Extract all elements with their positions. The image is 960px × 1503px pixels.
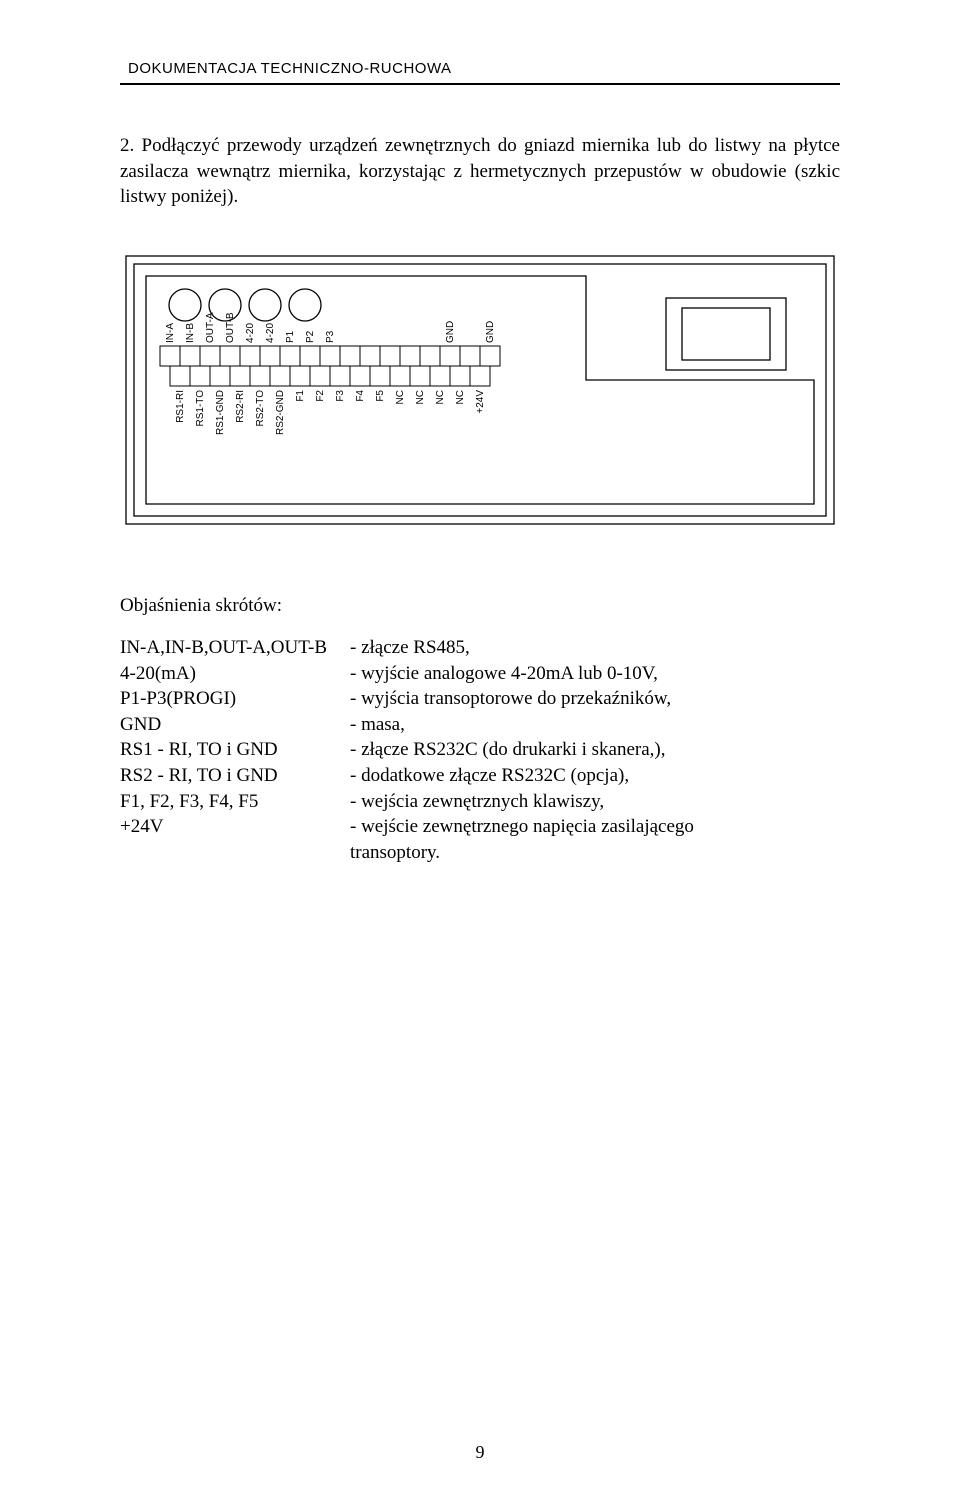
legend-row: P1-P3(PROGI)- wyjścia transoptorowe do p… bbox=[120, 686, 840, 712]
legend-key: P1-P3(PROGI) bbox=[120, 686, 350, 712]
legend-row: 4-20(mA)- wyjście analogowe 4-20mA lub 0… bbox=[120, 661, 840, 687]
svg-text:F3: F3 bbox=[335, 389, 346, 401]
svg-text:RS2-RI: RS2-RI bbox=[235, 390, 246, 423]
legend-row: RS1 - RI, TO i GND- złącze RS232C (do dr… bbox=[120, 737, 840, 763]
svg-text:RS1-RI: RS1-RI bbox=[175, 390, 186, 423]
svg-text:RS2-GND: RS2-GND bbox=[275, 390, 286, 435]
legend-key: 4-20(mA) bbox=[120, 661, 350, 687]
svg-text:+24V: +24V bbox=[475, 390, 486, 414]
legend-key: IN-A,IN-B,OUT-A,OUT-B bbox=[120, 635, 350, 661]
legend-key: GND bbox=[120, 712, 350, 738]
svg-text:F4: F4 bbox=[355, 389, 366, 401]
legend-key bbox=[120, 840, 350, 866]
legend-key: +24V bbox=[120, 814, 350, 840]
svg-text:RS2-TO: RS2-TO bbox=[255, 390, 266, 427]
svg-text:NC: NC bbox=[455, 390, 466, 404]
legend-row: +24V- wejście zewnętrznego napięcia zasi… bbox=[120, 814, 840, 840]
terminal-strip-diagram: IN-A IN-B OUT-A OUT-B 4-20 4-20 P1 P2 P3 GND GND RS… bbox=[120, 250, 840, 530]
legend-value: - wejścia zewnętrznych klawiszy, bbox=[350, 789, 840, 815]
svg-text:OUT-A: OUT-A bbox=[205, 312, 216, 343]
svg-text:RS1-GND: RS1-GND bbox=[215, 390, 226, 435]
svg-text:IN-B: IN-B bbox=[185, 323, 196, 343]
svg-text:RS1-TO: RS1-TO bbox=[195, 390, 206, 427]
legend-key: F1, F2, F3, F4, F5 bbox=[120, 789, 350, 815]
legend-value: - wejście zewnętrznego napięcia zasilają… bbox=[350, 814, 840, 840]
svg-text:OUT-B: OUT-B bbox=[225, 312, 236, 343]
svg-text:F1: F1 bbox=[295, 389, 306, 401]
legend-value: - złącze RS232C (do drukarki i skanera,)… bbox=[350, 737, 840, 763]
svg-text:P3: P3 bbox=[325, 330, 336, 343]
legend-value: - wyjścia transoptorowe do przekaźników, bbox=[350, 686, 840, 712]
svg-text:F5: F5 bbox=[375, 389, 386, 401]
svg-text:P1: P1 bbox=[285, 330, 296, 343]
header-rule bbox=[120, 83, 840, 85]
doc-header: DOKUMENTACJA TECHNICZNO-RUCHOWA bbox=[128, 60, 840, 77]
svg-text:4-20: 4-20 bbox=[245, 322, 256, 342]
legend-value: transoptory. bbox=[350, 840, 840, 866]
legend-row: F1, F2, F3, F4, F5- wejścia zewnętrznych… bbox=[120, 789, 840, 815]
svg-text:GND: GND bbox=[485, 321, 496, 343]
legend-value: - masa, bbox=[350, 712, 840, 738]
svg-text:NC: NC bbox=[435, 390, 446, 404]
legend-key: RS1 - RI, TO i GND bbox=[120, 737, 350, 763]
legend-table: IN-A,IN-B,OUT-A,OUT-B- złącze RS485,4-20… bbox=[120, 635, 840, 866]
body-paragraph: 2. Podłączyć przewody urządzeń zewnętrzn… bbox=[120, 133, 840, 210]
svg-text:GND: GND bbox=[445, 321, 456, 343]
legend-row: transoptory. bbox=[120, 840, 840, 866]
legend-value: - wyjście analogowe 4-20mA lub 0-10V, bbox=[350, 661, 840, 687]
legend-title: Objaśnienia skrótów: bbox=[120, 595, 840, 617]
svg-text:4-20: 4-20 bbox=[265, 322, 276, 342]
legend-row: IN-A,IN-B,OUT-A,OUT-B- złącze RS485, bbox=[120, 635, 840, 661]
svg-text:NC: NC bbox=[395, 390, 406, 404]
svg-text:P2: P2 bbox=[305, 330, 316, 343]
svg-text:IN-A: IN-A bbox=[165, 323, 176, 343]
legend-key: RS2 - RI, TO i GND bbox=[120, 763, 350, 789]
svg-text:F2: F2 bbox=[315, 389, 326, 401]
page-number: 9 bbox=[476, 1442, 485, 1463]
legend-value: - dodatkowe złącze RS232C (opcja), bbox=[350, 763, 840, 789]
svg-text:NC: NC bbox=[415, 390, 426, 404]
legend-row: RS2 - RI, TO i GND- dodatkowe złącze RS2… bbox=[120, 763, 840, 789]
legend-row: GND- masa, bbox=[120, 712, 840, 738]
legend-value: - złącze RS485, bbox=[350, 635, 840, 661]
